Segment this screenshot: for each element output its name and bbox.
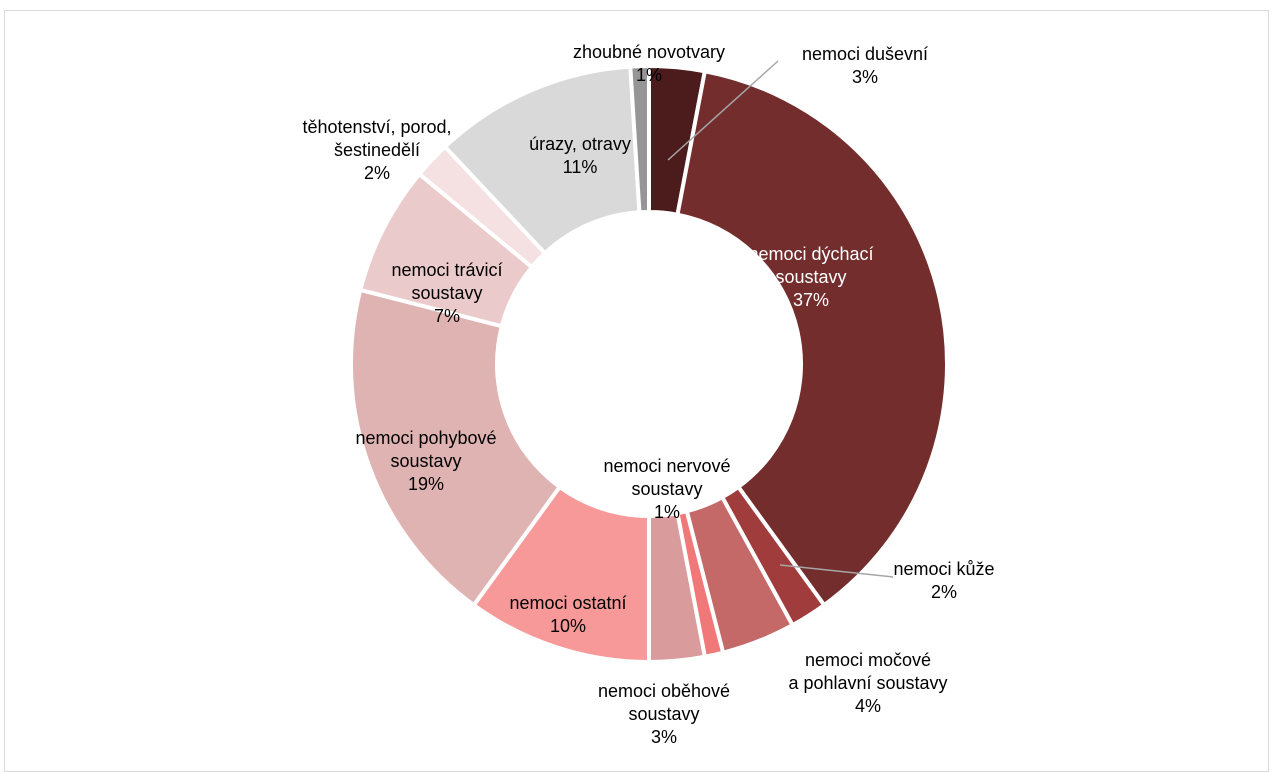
data-label-line: 3% — [651, 727, 677, 747]
slices — [349, 63, 949, 665]
data-label-line: 19% — [408, 474, 444, 494]
data-label: nemoci kůže 2% — [893, 559, 994, 602]
data-label-line: a pohlavní soustavy — [788, 673, 947, 693]
data-label-line: nemoci dýchací — [748, 244, 873, 264]
data-label: nemoci pohybové soustavy 19% — [355, 428, 496, 494]
leader-line — [667, 60, 779, 161]
data-label-line: 1% — [636, 65, 662, 85]
data-label: nemoci ostatní 10% — [509, 593, 626, 636]
data-label-line: nemoci ostatní — [509, 593, 626, 613]
data-label: nemoci nervové soustavy 1% — [603, 456, 730, 522]
data-label-line: 2% — [364, 163, 390, 183]
data-label-line: 2% — [931, 582, 957, 602]
data-label-line: nemoci močové — [805, 650, 931, 670]
data-label-line: nemoci oběhové — [598, 681, 730, 701]
data-label-line: soustavy — [775, 267, 846, 287]
data-label: nemoci dýchací soustavy 37% — [748, 244, 873, 310]
data-label-line: 11% — [563, 157, 598, 177]
data-label: nemoci duševní 3% — [802, 44, 928, 87]
data-label-line: nemoci kůže — [893, 559, 994, 579]
data-label-line: soustavy — [411, 283, 482, 303]
pie-slice — [675, 68, 949, 608]
leader-lines — [667, 60, 894, 578]
data-label: nemoci močové a pohlavní soustavy 4% — [788, 650, 947, 716]
pie-slice — [349, 287, 563, 608]
data-label-line: 37% — [793, 290, 829, 310]
donut-chart: nemoci duševní 3% nemoci dýchací soustavy 37… — [302, 42, 994, 747]
data-label-line: soustavy — [628, 704, 699, 724]
data-labels: nemoci duševní 3% nemoci dýchací soustavy 37… — [302, 42, 994, 747]
data-label-line: 4% — [855, 696, 881, 716]
data-label-line: těhotenství, porod, — [302, 117, 451, 137]
data-label: zhoubné novotvary 1% — [573, 42, 725, 85]
data-label-line: soustavy — [631, 479, 702, 499]
data-label: těhotenství, porod, šestinedělí 2% — [302, 117, 451, 183]
data-label-line: nemoci trávicí — [391, 260, 502, 280]
data-label-line: zhoubné novotvary — [573, 42, 725, 62]
leader-line — [779, 564, 894, 578]
data-label-line: 7% — [434, 306, 460, 326]
data-label: nemoci oběhové soustavy 3% — [598, 681, 730, 747]
data-label-line: nemoci duševní — [802, 44, 928, 64]
pie-slice — [628, 63, 651, 215]
data-label-line: úrazy, otravy — [529, 134, 631, 154]
data-label: úrazy, otravy 11% — [529, 134, 631, 177]
data-label-line: šestinedělí — [334, 140, 420, 160]
data-label-line: 1% — [654, 502, 680, 522]
data-label-line: nemoci pohybové — [355, 428, 496, 448]
data-label: nemoci trávicí soustavy 7% — [391, 260, 502, 326]
data-label-line: 3% — [852, 67, 878, 87]
data-label-line: 10% — [550, 616, 586, 636]
data-label-line: soustavy — [390, 451, 461, 471]
data-label-line: nemoci nervové — [603, 456, 730, 476]
